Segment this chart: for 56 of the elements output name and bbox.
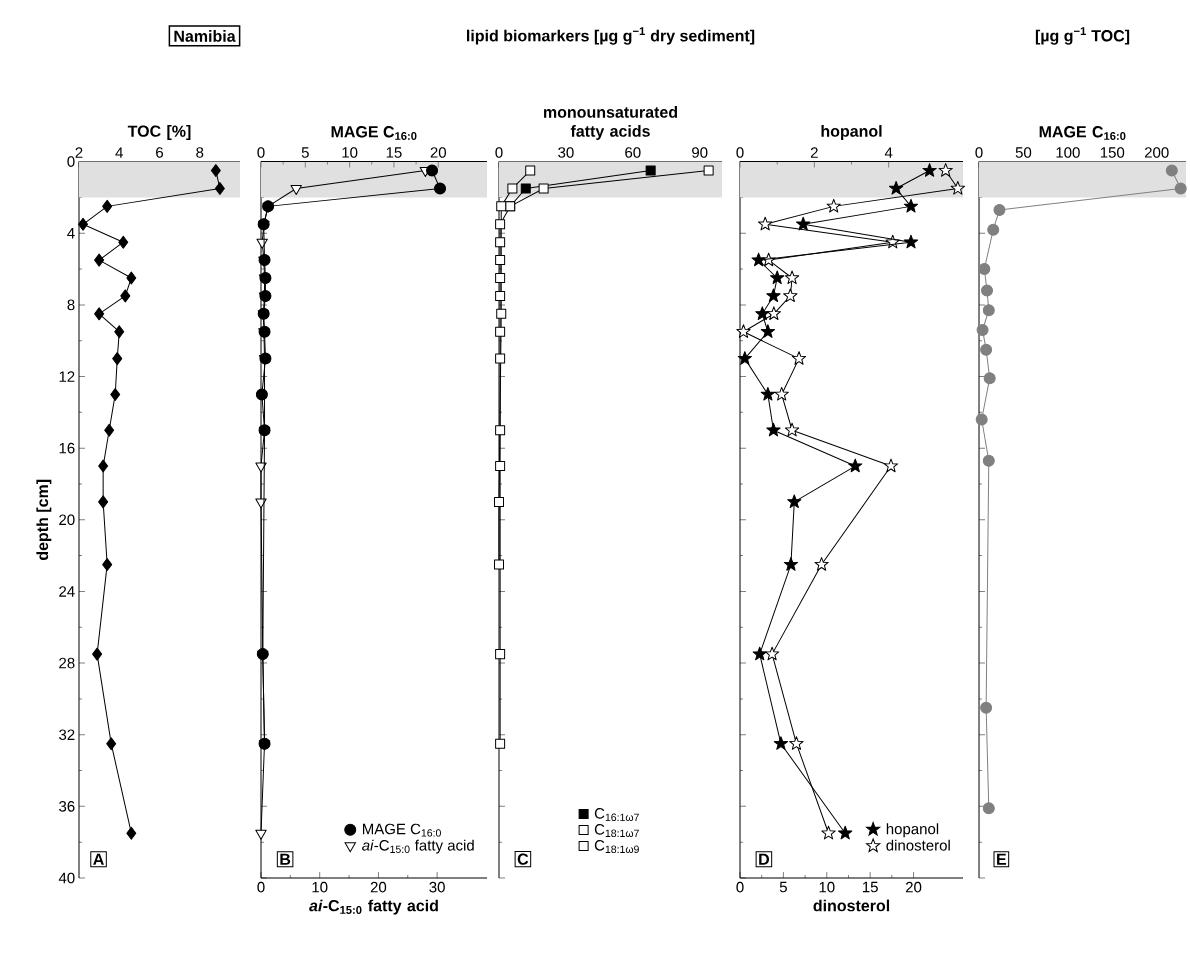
x-tick-label: 0: [257, 881, 265, 893]
legend-label: C$_{18:1ω9}$: [594, 840, 639, 853]
y-tick-label: 28: [59, 657, 75, 669]
y-tick-label: 24: [59, 586, 75, 597]
chart-title: Namibia: [174, 30, 236, 42]
chart-title: [µg g$^{−1}$ TOC]: [1035, 27, 1130, 45]
x-tick-label: 60: [625, 147, 641, 158]
x-tick-label: 2: [75, 147, 83, 158]
x-tick-label: 10: [819, 881, 835, 893]
annotation: D: [759, 853, 770, 865]
legend-label: ai-C$_{15:0}$ fatty acid: [362, 839, 474, 854]
x-axis-title: dinosterol: [813, 899, 890, 912]
legend-label: dinosterol: [886, 839, 950, 851]
x-tick-label: 200: [1144, 147, 1169, 158]
annotation: E: [997, 853, 1007, 865]
x2-axis-title: hopanol: [821, 125, 882, 140]
annotation: A: [93, 853, 104, 865]
annotation: B: [280, 853, 291, 865]
chart-title: lipid biomarkers [µg g$^{−1}$ dry sediment]: [467, 27, 755, 45]
x2-axis-title: MAGE C$_{16:0}$: [331, 126, 417, 140]
x-tick-label: 0: [736, 881, 744, 893]
legend-label: C$_{16:1ω7}$: [594, 808, 639, 822]
y-tick-label: 8: [67, 299, 75, 311]
y-tick-label: 12: [59, 371, 75, 382]
x-tick-label: 30: [558, 147, 574, 158]
y-tick-label: 20: [59, 514, 75, 526]
x-axis-title: ai-C$_{15:0}$ fatty acid: [309, 899, 438, 915]
x-tick-label: 20: [370, 881, 387, 893]
x-axis-title: MAGE C$_{16:0}$: [1039, 126, 1126, 140]
x-tick-label: 30: [429, 881, 445, 893]
x-tick-label: 8: [196, 147, 204, 158]
y-tick-label: 40: [58, 872, 75, 884]
x-tick-label: 15: [862, 881, 878, 893]
x-tick-label: 0: [975, 147, 983, 158]
y-tick-label: 36: [59, 801, 75, 812]
x-tick-label: 10: [312, 881, 328, 893]
x-tick-label: 4: [115, 147, 123, 158]
y-axis-title: depth [cm]: [36, 479, 52, 561]
legend-label: MAGE C$_{16:0}$: [362, 823, 441, 837]
annotation: C: [517, 853, 529, 865]
x-tick-label: 90: [692, 147, 708, 158]
y-tick-label: 0: [67, 156, 75, 167]
x-tick-label: 20: [905, 881, 922, 893]
x-tick-label: 50: [1015, 147, 1032, 158]
legend-label: hopanol: [886, 823, 939, 838]
x-tick-label: 5: [779, 881, 787, 893]
y-tick-label: 32: [59, 729, 75, 741]
y-tick-label: 4: [67, 228, 75, 239]
x-tick-label: 150: [1100, 147, 1125, 158]
y-tick-label: 16: [59, 442, 75, 454]
x-tick-label: 6: [156, 147, 164, 158]
x-axis-title: TOC [%]: [127, 125, 191, 140]
x-tick-label: 0: [495, 147, 503, 158]
x-tick-label: 100: [1056, 147, 1080, 158]
x-axis-title: monounsaturated fatty acids: [544, 106, 678, 140]
legend-label: C$_{18:1ω7}$: [594, 824, 639, 838]
